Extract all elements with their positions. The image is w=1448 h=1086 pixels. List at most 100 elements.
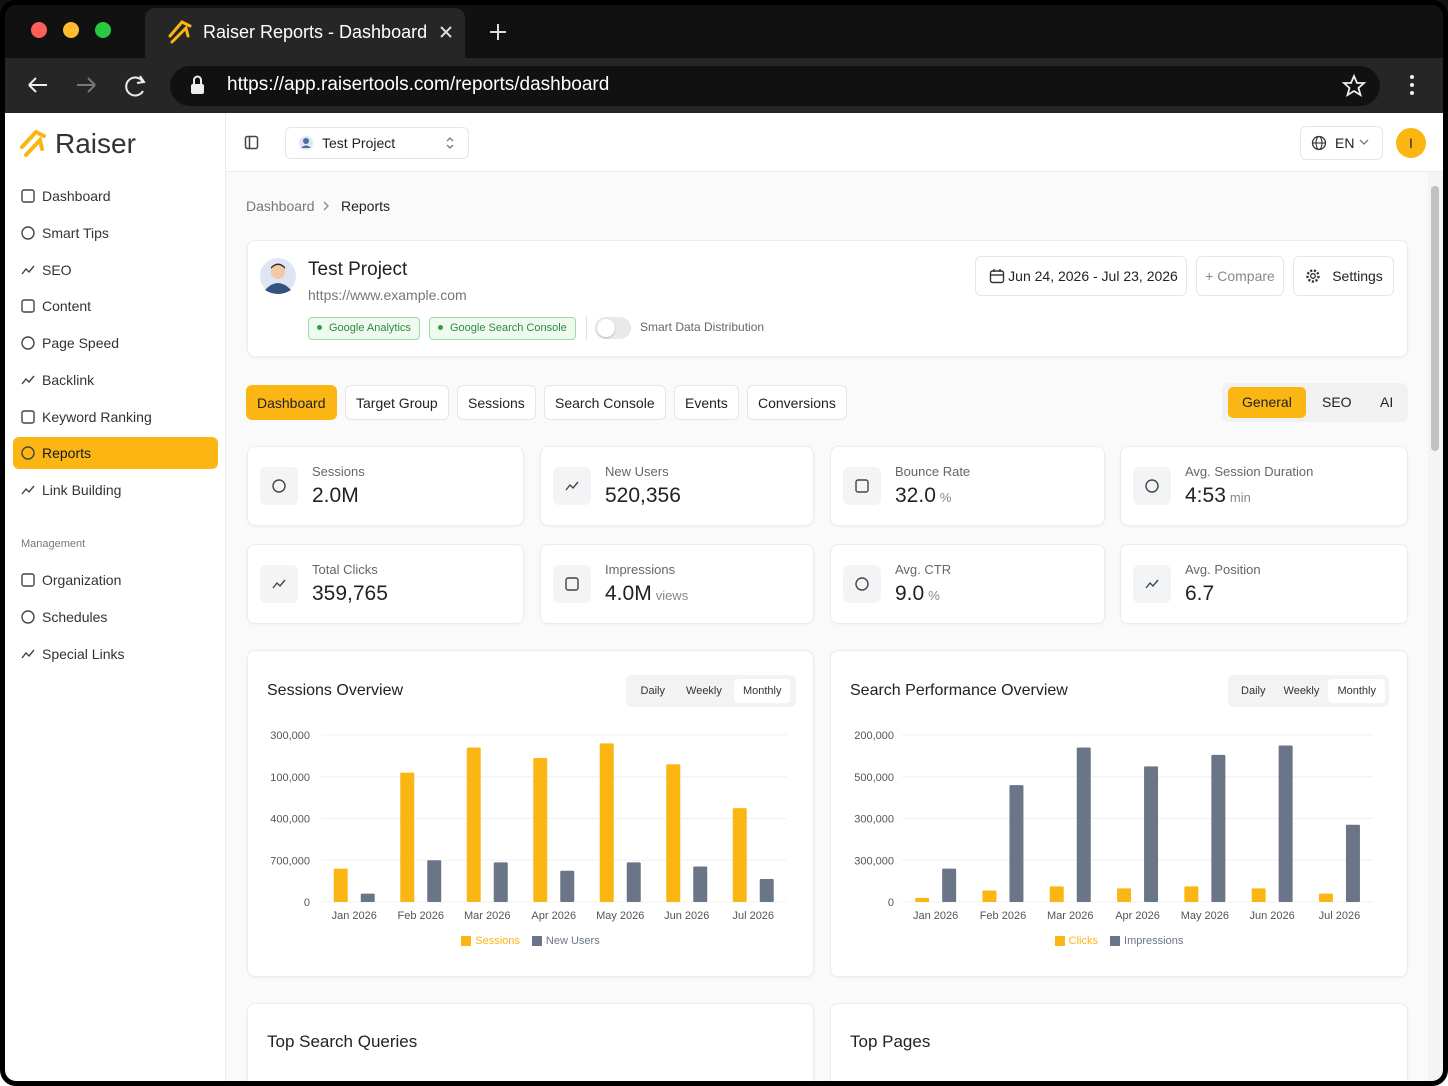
new-tab[interactable] xyxy=(490,24,506,40)
metric-icon-box xyxy=(260,467,298,505)
metric-icon-box xyxy=(1133,467,1171,505)
segment[interactable]: SEO xyxy=(1322,394,1352,410)
tab[interactable]: Events xyxy=(674,385,739,420)
menu[interactable] xyxy=(1410,75,1414,95)
bar xyxy=(1345,824,1360,902)
period-toggle: Daily Weekly Monthly xyxy=(626,675,796,707)
tab[interactable]: Conversions xyxy=(747,385,847,420)
lock-icon xyxy=(191,84,204,94)
nav-label: Backlink xyxy=(42,371,95,388)
x-tick-label: Jan 2026 xyxy=(332,910,377,922)
period-option[interactable]: Daily xyxy=(1241,685,1266,697)
metric-label: Impressions xyxy=(605,562,676,577)
x-tick-label: Mar 2026 xyxy=(464,910,510,922)
y-tick-label: 400,000 xyxy=(270,814,310,826)
badge-dot xyxy=(438,325,443,330)
bar xyxy=(942,868,957,902)
active-tab[interactable] xyxy=(145,8,465,58)
chart-plot: 0 700,000 400,000 100,000 300,000 Jan 2026 Feb… xyxy=(270,730,787,922)
nav-label: Reports xyxy=(42,445,92,462)
language-select[interactable] xyxy=(1300,126,1383,160)
compare-button[interactable]: + Compare xyxy=(1196,256,1284,296)
metric-value: 4:53 xyxy=(1185,484,1226,507)
maximize-window[interactable] xyxy=(95,22,111,38)
period-option[interactable]: Monthly xyxy=(733,679,791,703)
project-url[interactable]: https://www.example.com xyxy=(308,287,467,303)
y-tick-label: 500,000 xyxy=(854,772,894,784)
settings-button[interactable]: Settings xyxy=(1293,256,1394,296)
icon xyxy=(21,299,35,313)
tab[interactable]: Search Console xyxy=(544,385,666,420)
language: EN xyxy=(1335,135,1355,151)
icon xyxy=(21,189,35,203)
toggle-knob xyxy=(597,319,615,337)
nav-label: Schedules xyxy=(42,608,108,625)
x-tick-label: Jun 2026 xyxy=(664,910,709,922)
metric-value: 9.0 xyxy=(895,582,925,605)
project-select[interactable] xyxy=(285,127,469,159)
tab[interactable]: Target Group xyxy=(345,385,449,420)
metric-label: Avg. CTR xyxy=(895,562,952,577)
period-option[interactable]: Daily xyxy=(640,685,665,697)
x-tick-label: Jun 2026 xyxy=(1250,910,1295,922)
reload[interactable] xyxy=(125,76,144,97)
legend-swatch xyxy=(461,936,472,946)
nav-label: Dashboard xyxy=(42,188,111,204)
metric-value: 359,765 xyxy=(312,582,388,605)
bar xyxy=(915,897,930,902)
date-range[interactable]: Jun 24, 2026 - Jul 23, 2026 xyxy=(975,256,1187,296)
back[interactable] xyxy=(28,77,47,93)
segment[interactable]: General xyxy=(1228,387,1306,418)
minimize-window[interactable] xyxy=(63,22,79,38)
metric-value-row: 4:53 min xyxy=(1185,483,1251,511)
period-option[interactable]: Weekly xyxy=(1283,685,1320,697)
tab[interactable]: Dashboard xyxy=(246,385,337,420)
segment[interactable]: AI xyxy=(1380,394,1394,410)
breadcrumb-item[interactable]: Dashboard xyxy=(246,198,315,214)
legend: Sessions New Users xyxy=(248,935,813,947)
bar xyxy=(533,757,548,902)
metric-value-row: 359,765 xyxy=(312,581,388,609)
legend: Clicks Impressions xyxy=(831,935,1407,947)
url[interactable]: https://app.raisertools.com/reports/dash… xyxy=(227,74,610,95)
x-tick-label: Jul 2026 xyxy=(1319,910,1361,922)
scrollbar-thumb[interactable] xyxy=(1431,186,1439,451)
bar xyxy=(732,808,747,902)
divider xyxy=(586,316,587,340)
user-avatar[interactable]: I xyxy=(1396,128,1426,158)
y-tick-label: 300,000 xyxy=(854,855,894,867)
sidebar-toggle[interactable] xyxy=(244,135,260,151)
close-window[interactable] xyxy=(31,22,47,38)
x-tick-label: Feb 2026 xyxy=(398,910,444,922)
metric-icon-box xyxy=(843,565,881,603)
metric-icon-box xyxy=(553,565,591,603)
metric-value: 32.0 xyxy=(895,484,936,507)
bar xyxy=(1211,754,1226,902)
nav-label: Link Building xyxy=(42,482,122,498)
metric-unit: % xyxy=(928,588,940,603)
period-option[interactable]: Monthly xyxy=(1328,679,1385,703)
metric-value: 520,356 xyxy=(605,484,681,507)
period-toggle: Daily Weekly Monthly xyxy=(1228,675,1389,707)
nav-item[interactable] xyxy=(13,437,218,470)
metric-value: 2.0M xyxy=(312,484,359,507)
bar xyxy=(1076,747,1091,902)
bar xyxy=(427,860,442,902)
select-chevrons xyxy=(446,137,454,149)
tab-title: Raiser Reports - Dashboard xyxy=(203,22,428,42)
metric-icon-box xyxy=(1133,565,1171,603)
section-label: Management xyxy=(21,538,86,550)
x-tick-label: Apr 2026 xyxy=(531,910,576,922)
forward[interactable] xyxy=(77,77,96,93)
legend-swatch xyxy=(1054,936,1065,946)
period-option[interactable]: Weekly xyxy=(686,685,722,697)
tab[interactable]: Sessions xyxy=(457,385,536,420)
address-bar[interactable] xyxy=(170,66,1380,106)
calendar-icon xyxy=(989,269,1005,284)
bookmark[interactable] xyxy=(1341,73,1367,97)
metric-label: Avg. Position xyxy=(1185,562,1261,577)
metric-label: Sessions xyxy=(312,464,365,479)
bar xyxy=(1251,888,1266,902)
legend-label: Sessions xyxy=(475,935,520,947)
close-tab[interactable] xyxy=(440,26,452,38)
